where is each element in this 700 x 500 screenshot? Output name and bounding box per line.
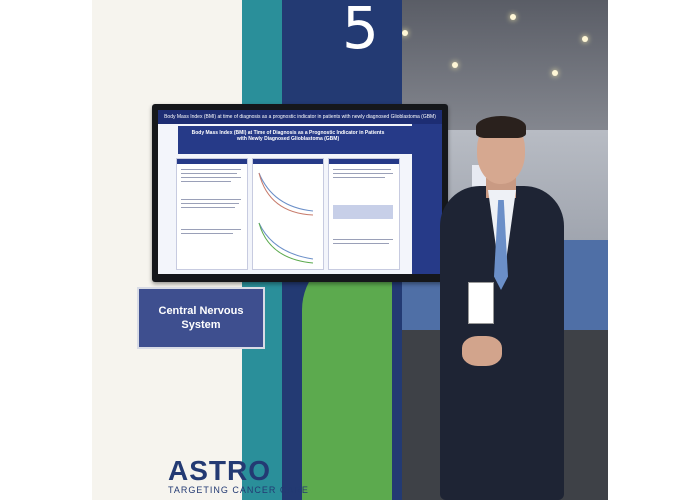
logo-tagline: TARGETING CANCER CARE [168, 485, 309, 495]
text-line [333, 177, 385, 178]
sign-line-2: System [181, 319, 221, 331]
poster-section-bar [253, 159, 323, 164]
poster-column [176, 158, 248, 270]
text-line [181, 181, 231, 182]
ceiling-light [402, 30, 408, 36]
poster-column [252, 158, 324, 270]
results-table [333, 205, 393, 219]
poster-screen: Body Mass Index (BMI) at time of diagnos… [158, 110, 442, 274]
booth-column: 5 Body Mass Index (BMI) at time of diagn… [92, 0, 448, 500]
astro-logo: ASTRO [168, 455, 271, 486]
person-hair [476, 116, 526, 138]
text-line [181, 199, 241, 200]
booth-number: 5 [342, 0, 379, 62]
text-line [181, 169, 241, 170]
ceiling-light [452, 62, 458, 68]
ceiling-light [552, 70, 558, 76]
text-line [333, 169, 391, 170]
ceiling-light [510, 14, 516, 20]
screen-header: Body Mass Index (BMI) at time of diagnos… [158, 110, 442, 124]
sign-line-1: Central Nervous [158, 305, 244, 317]
poster-header [178, 126, 418, 154]
text-line [181, 207, 235, 208]
text-line [181, 177, 241, 178]
poster-section-bar [329, 159, 399, 164]
screen-side-panel [412, 124, 442, 274]
text-line [181, 173, 237, 174]
survival-curves [258, 172, 314, 264]
text-line [181, 233, 233, 234]
name-badge [468, 282, 494, 324]
ceiling-light [582, 36, 588, 42]
person-tie [494, 200, 508, 290]
photo: 5 Body Mass Index (BMI) at time of diagn… [92, 0, 608, 500]
text-line [333, 243, 389, 244]
poster-section-bar [177, 159, 247, 164]
person-hands [462, 336, 502, 366]
booth-sign: Central Nervous System [137, 287, 265, 349]
text-line [333, 173, 393, 174]
text-line [181, 229, 241, 230]
text-line [333, 239, 393, 240]
poster-column [328, 158, 400, 270]
green-stripe [302, 250, 392, 500]
poster-title: Body Mass Index (BMI) at Time of Diagnos… [191, 130, 385, 142]
text-line [181, 203, 239, 204]
monitor: Body Mass Index (BMI) at time of diagnos… [152, 104, 448, 282]
